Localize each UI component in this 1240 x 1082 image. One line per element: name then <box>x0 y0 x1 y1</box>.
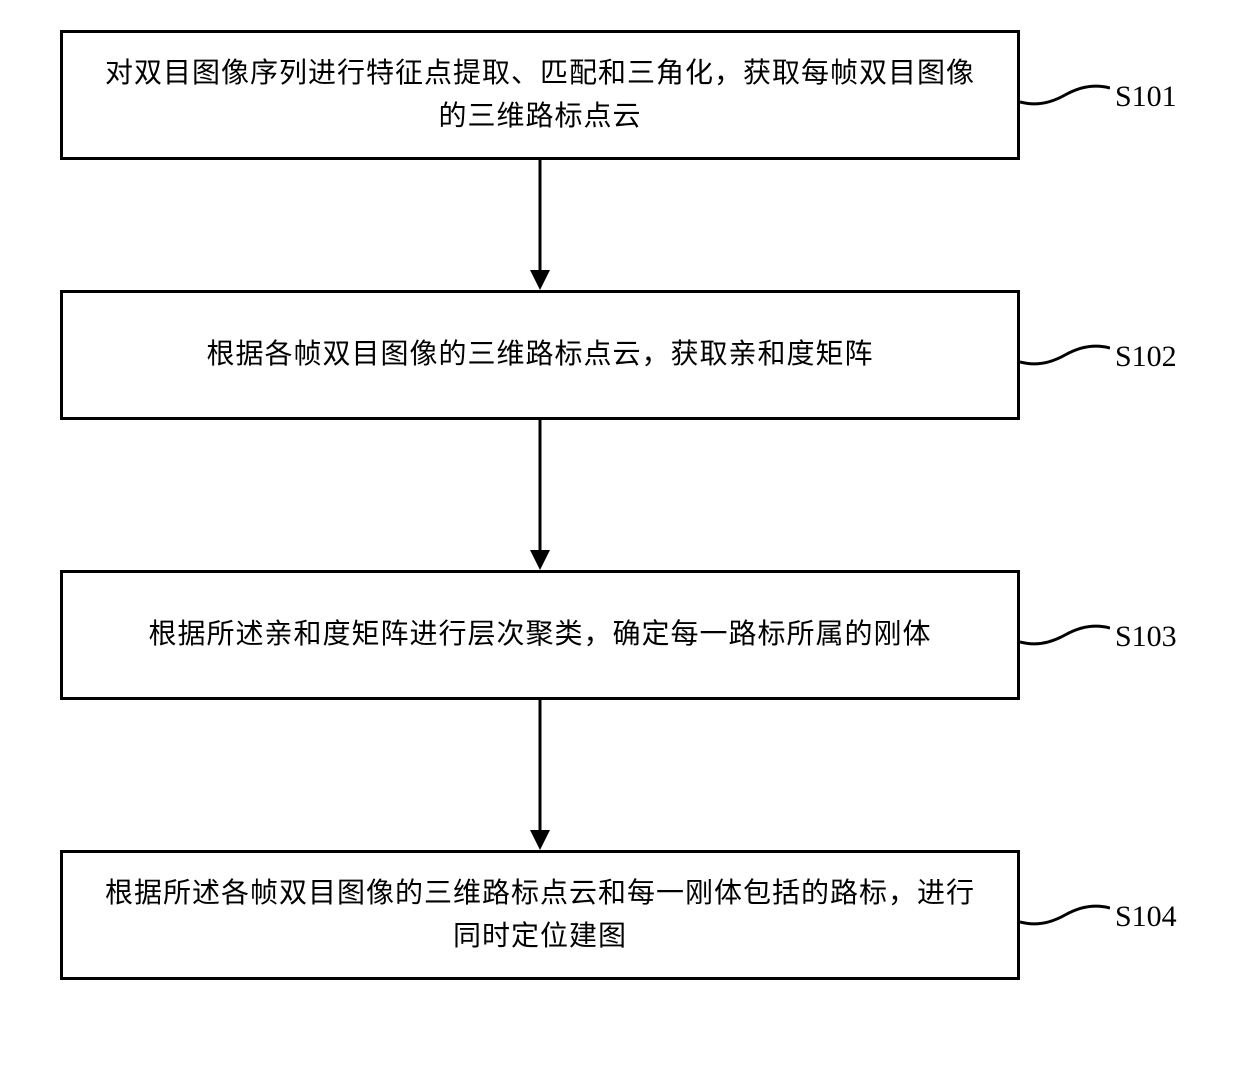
connector-wave-1 <box>1020 78 1110 112</box>
connector-wave-2 <box>1020 338 1110 372</box>
flow-step-1-text: 对双目图像序列进行特征点提取、匹配和三角化，获取每帧双目图像的三维路标点云 <box>93 52 987 139</box>
arrow-2-to-3 <box>520 420 560 570</box>
flow-step-3: 根据所述亲和度矩阵进行层次聚类，确定每一路标所属的刚体 <box>60 570 1020 700</box>
flow-step-2-label: S102 <box>1115 340 1177 374</box>
flow-step-1: 对双目图像序列进行特征点提取、匹配和三角化，获取每帧双目图像的三维路标点云 <box>60 30 1020 160</box>
flow-step-4-label: S104 <box>1115 900 1177 934</box>
flow-step-3-text: 根据所述亲和度矩阵进行层次聚类，确定每一路标所属的刚体 <box>148 613 931 656</box>
flowchart-diagram: 对双目图像序列进行特征点提取、匹配和三角化，获取每帧双目图像的三维路标点云 根据… <box>0 0 1240 1082</box>
flow-step-2-text: 根据各帧双目图像的三维路标点云，获取亲和度矩阵 <box>206 333 873 376</box>
flow-step-3-label: S103 <box>1115 620 1177 654</box>
flow-step-4-text: 根据所述各帧双目图像的三维路标点云和每一刚体包括的路标，进行同时定位建图 <box>93 872 987 959</box>
flow-step-2: 根据各帧双目图像的三维路标点云，获取亲和度矩阵 <box>60 290 1020 420</box>
flow-step-1-label: S101 <box>1115 80 1177 114</box>
arrow-1-to-2 <box>520 160 560 290</box>
arrow-3-to-4 <box>520 700 560 850</box>
flow-step-4: 根据所述各帧双目图像的三维路标点云和每一刚体包括的路标，进行同时定位建图 <box>60 850 1020 980</box>
connector-wave-4 <box>1020 898 1110 932</box>
connector-wave-3 <box>1020 618 1110 652</box>
